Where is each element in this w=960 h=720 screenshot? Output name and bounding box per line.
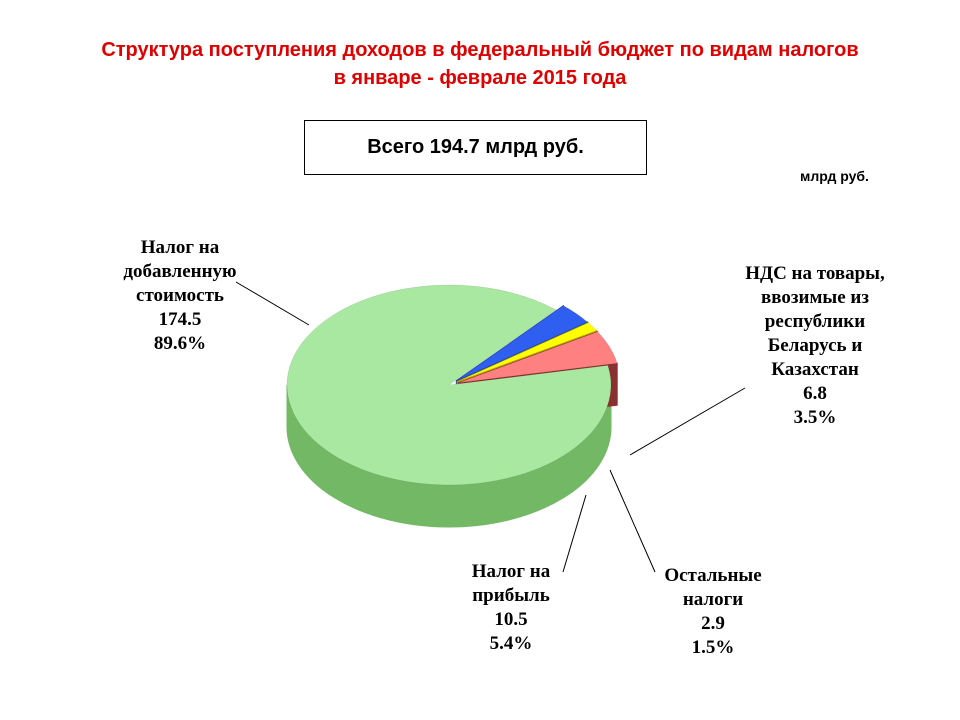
slice-label-vat-line: стоимость (136, 285, 224, 306)
unit-label: млрд руб. (800, 168, 869, 184)
slice-label-other-taxes-line: налоги (682, 589, 744, 610)
total-label: Всего 194.7 млрд руб. (367, 136, 584, 158)
slice-value-import-vat: 6.8 (803, 383, 827, 404)
slice-label-other-taxes: Остальные налоги 2.9 1.5% (638, 564, 788, 660)
chart-title-line-1: Структура поступления доходов в федераль… (101, 39, 859, 61)
pie-slice-vat (286, 284, 612, 486)
slice-percent-import-vat: 3.5% (793, 407, 837, 428)
leader-line-import-vat (629, 387, 746, 456)
slice-label-import-vat-line: Казахстан (771, 359, 859, 380)
slice-label-import-vat-line: Беларусь и (767, 335, 863, 356)
pie-slice-profit-tax (458, 331, 618, 384)
chart-title: Структура поступления доходов в федераль… (0, 36, 960, 92)
slice-label-vat-line: Налог на (140, 237, 220, 258)
leader-lines (235, 281, 746, 573)
pie-slice-import-vat (456, 305, 588, 382)
slice-label-import-vat-line: республики (764, 311, 866, 332)
pie-slice-other-taxes (457, 322, 598, 382)
slice-label-vat: Налог на добавленную стоимость 174.5 89.… (100, 236, 260, 356)
slice-value-other-taxes: 2.9 (701, 613, 725, 634)
slice-value-vat: 174.5 (158, 309, 202, 330)
total-box: Всего 194.7 млрд руб. (304, 120, 647, 175)
slice-label-import-vat-line: НДС на товары, (745, 263, 885, 284)
slice-label-import-vat: НДС на товары, ввозимые из республики Бе… (710, 262, 920, 430)
leader-line-profit-tax (562, 494, 587, 573)
slice-label-vat-line: добавленную (123, 261, 237, 282)
slice-label-other-taxes-line: Остальные (664, 565, 762, 586)
slice-value-profit-tax: 10.5 (494, 609, 528, 630)
slice-label-profit-tax: Налог на прибыль 10.5 5.4% (436, 560, 586, 656)
pie-top-layer (286, 284, 618, 486)
slice-percent-vat: 89.6% (153, 333, 207, 354)
slice-label-profit-tax-line: Налог на (471, 561, 551, 582)
leader-line-vat (235, 281, 310, 326)
leader-line-other-taxes (609, 469, 656, 573)
slice-percent-profit-tax: 5.4% (489, 633, 533, 654)
slice-percent-other-taxes: 1.5% (691, 637, 735, 658)
slice-label-profit-tax-line: прибыль (472, 585, 550, 606)
slice-label-import-vat-line: ввозимые из (760, 287, 870, 308)
chart-title-line-2: в январе - феврале 2015 года (333, 67, 627, 89)
